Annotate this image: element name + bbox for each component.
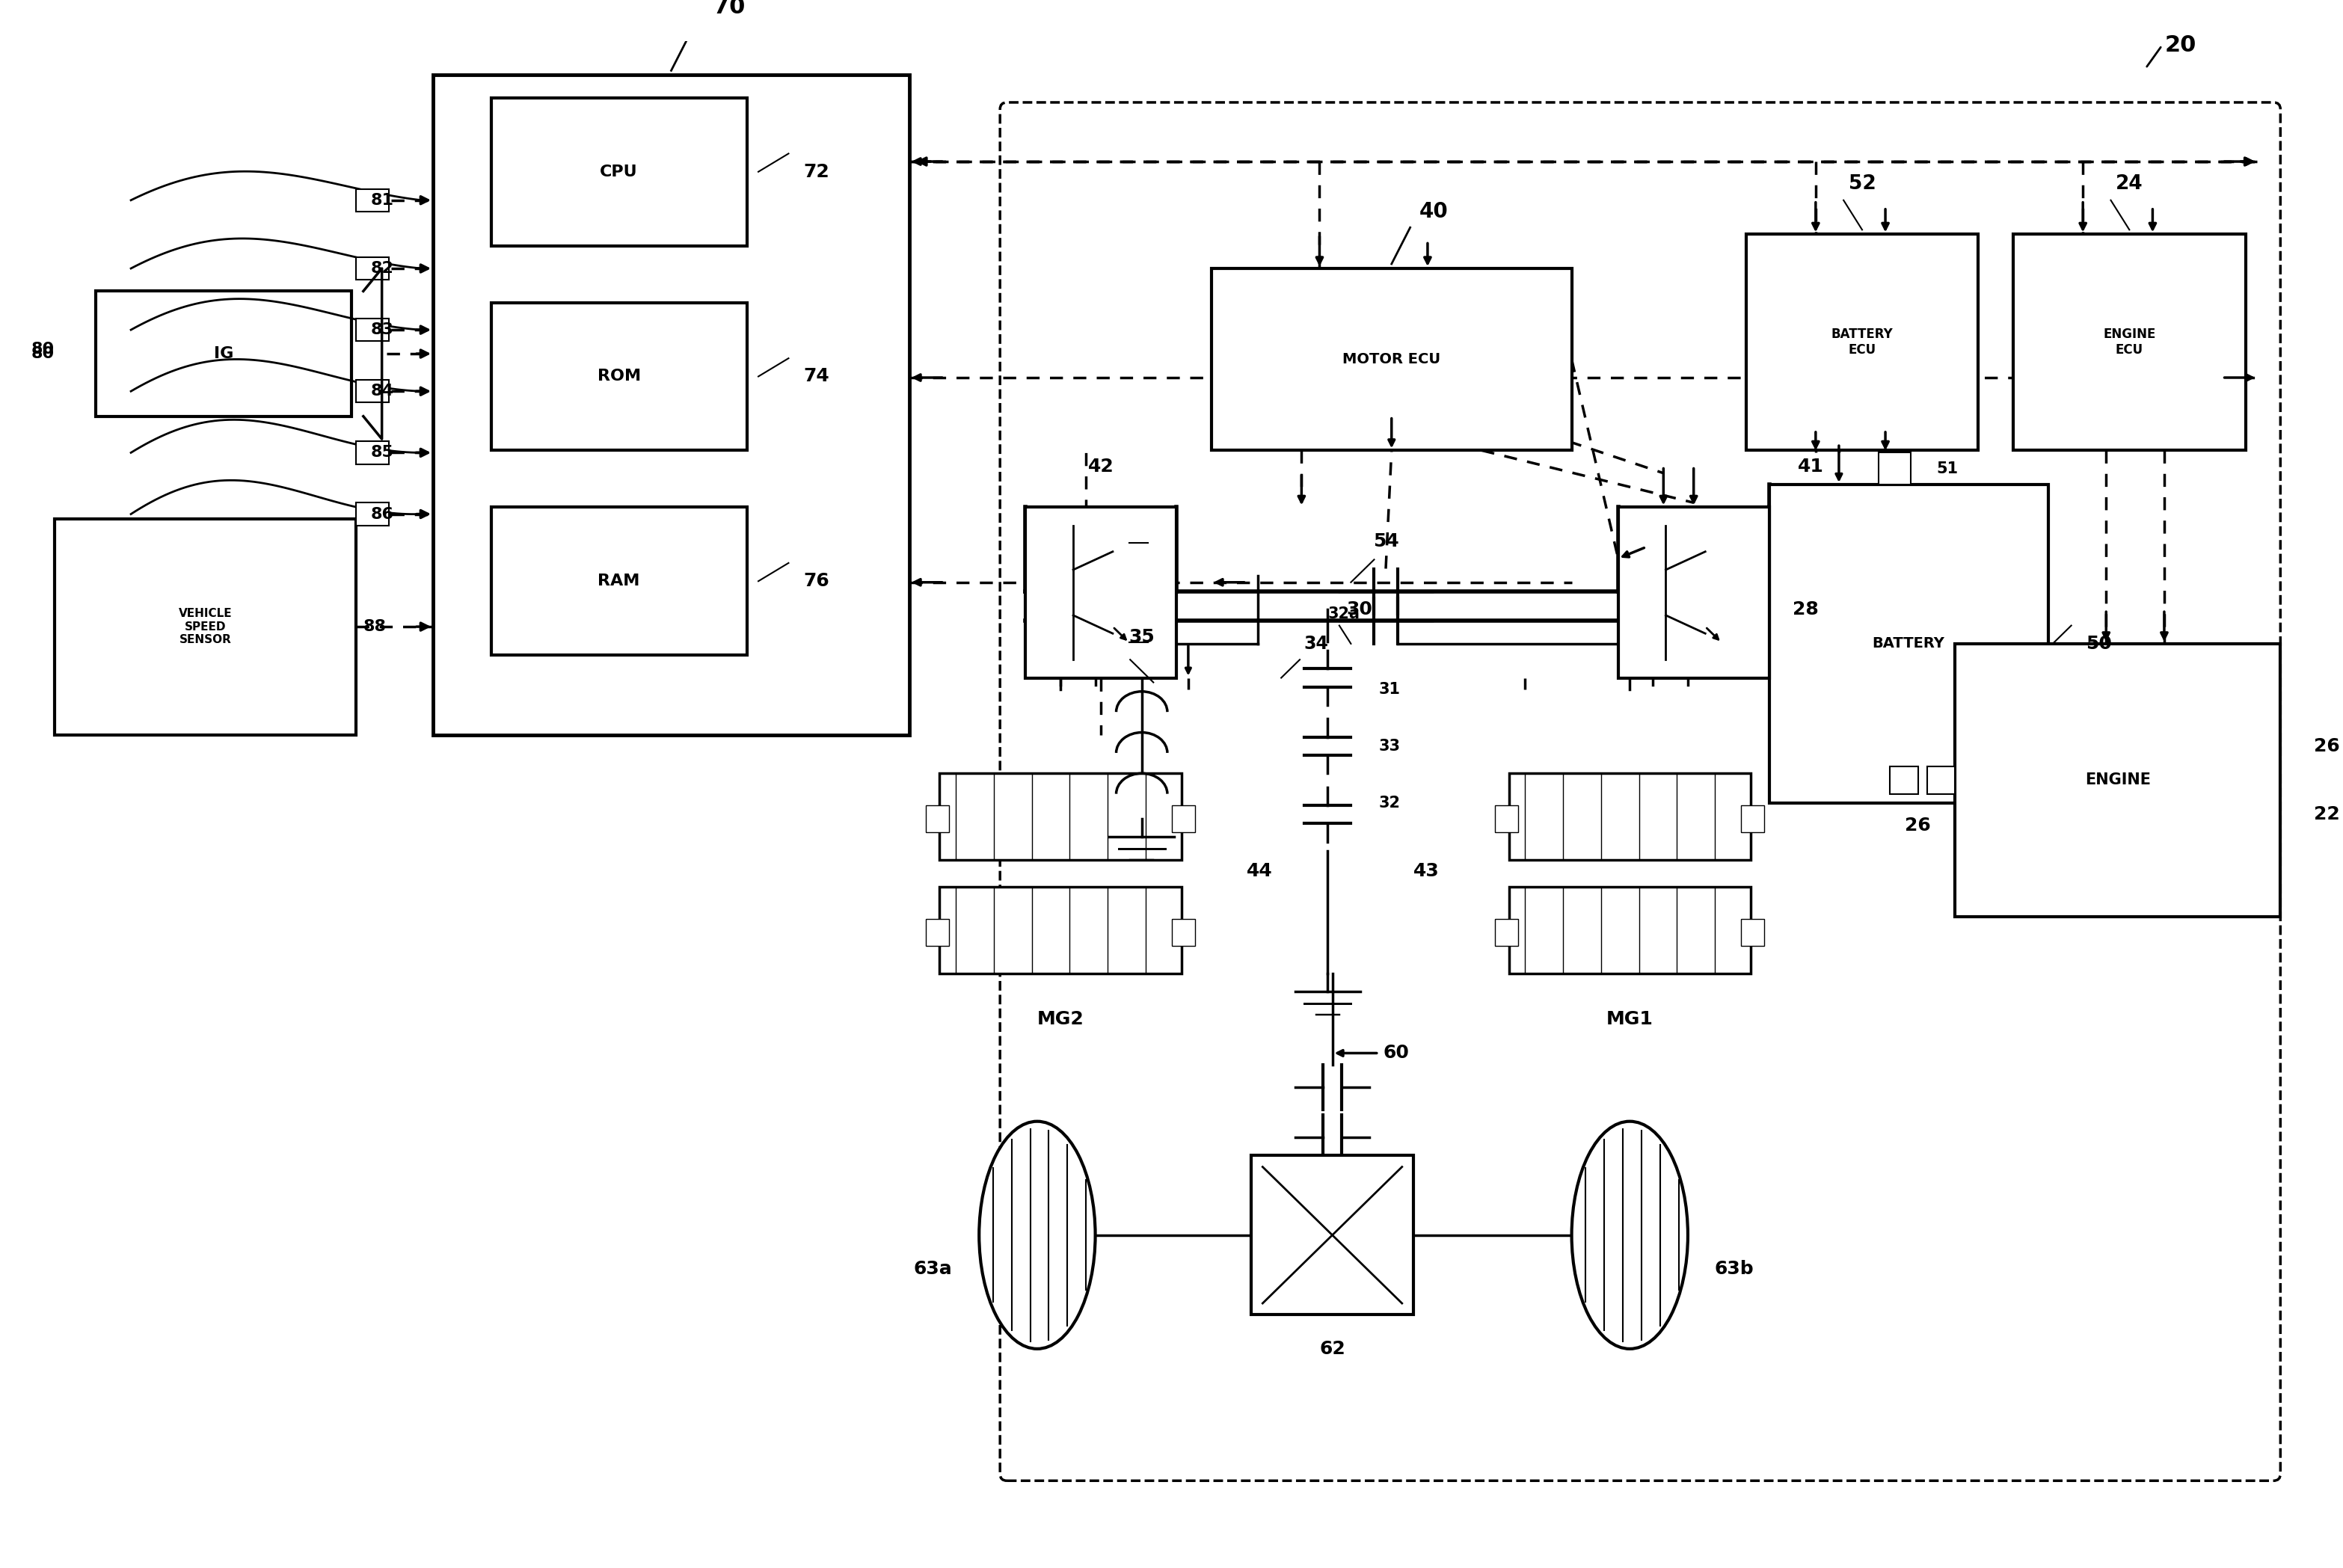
Bar — [1172, 919, 1195, 946]
Bar — [356, 503, 389, 525]
Text: BATTERY
ECU: BATTERY ECU — [1832, 328, 1893, 358]
Bar — [492, 97, 747, 246]
Bar — [96, 292, 351, 416]
Text: 24: 24 — [2116, 174, 2144, 194]
Text: 51: 51 — [1938, 461, 1959, 477]
Text: 50: 50 — [2085, 635, 2111, 652]
Text: 31: 31 — [1378, 682, 1401, 696]
Bar — [1769, 485, 2048, 803]
Text: 82: 82 — [370, 260, 394, 276]
Text: RAM: RAM — [597, 574, 640, 588]
Text: MG2: MG2 — [1038, 1010, 1085, 1029]
Text: 33: 33 — [1378, 739, 1401, 754]
Bar — [925, 806, 949, 833]
Text: 60: 60 — [1382, 1044, 1410, 1062]
Bar — [1495, 919, 1518, 946]
Bar — [1746, 234, 1977, 450]
Text: 62: 62 — [1319, 1339, 1345, 1358]
Text: 30: 30 — [1347, 601, 1373, 619]
Text: 81: 81 — [370, 193, 394, 207]
Text: 80: 80 — [30, 347, 54, 361]
Ellipse shape — [1572, 1121, 1687, 1348]
Bar — [1891, 767, 1919, 793]
Bar — [1172, 806, 1195, 833]
Bar — [492, 303, 747, 450]
Text: 84: 84 — [370, 384, 394, 398]
Text: ENGINE
ECU: ENGINE ECU — [2104, 328, 2156, 358]
Bar — [1954, 644, 2280, 917]
Bar — [356, 318, 389, 342]
Bar — [1026, 508, 1176, 677]
Text: MG1: MG1 — [1607, 1010, 1654, 1029]
Text: 76: 76 — [804, 572, 829, 590]
Text: ROM: ROM — [597, 368, 640, 384]
Text: 20: 20 — [2165, 34, 2195, 56]
Bar — [1251, 1156, 1413, 1314]
Text: 43: 43 — [1413, 862, 1439, 880]
Bar — [1619, 508, 1769, 677]
Bar — [492, 508, 747, 655]
Text: 85: 85 — [370, 445, 394, 459]
Bar — [356, 379, 389, 403]
Bar — [1211, 268, 1572, 450]
Text: 72: 72 — [804, 163, 829, 180]
Bar — [1879, 453, 1912, 485]
Text: 44: 44 — [1246, 862, 1272, 880]
Text: IG: IG — [213, 347, 234, 361]
Bar — [54, 519, 356, 735]
Bar — [1741, 806, 1764, 833]
Text: ENGINE: ENGINE — [2085, 773, 2151, 787]
Text: 28: 28 — [1792, 601, 1818, 619]
Text: 80: 80 — [30, 342, 54, 356]
Bar — [940, 887, 1181, 974]
Text: 32a: 32a — [1328, 607, 1359, 621]
Bar — [1509, 887, 1750, 974]
Text: 41: 41 — [1797, 458, 1825, 475]
Bar — [1509, 773, 1750, 859]
Bar — [356, 188, 389, 212]
Bar — [356, 441, 389, 464]
Text: 86: 86 — [370, 506, 394, 522]
Text: 63b: 63b — [1715, 1261, 1755, 1278]
Bar — [2013, 234, 2245, 450]
Text: 54: 54 — [1373, 533, 1399, 550]
Text: 52: 52 — [1849, 174, 1877, 194]
Text: 34: 34 — [1303, 635, 1328, 652]
Bar — [1741, 919, 1764, 946]
Text: 35: 35 — [1129, 627, 1155, 646]
Text: VEHICLE
SPEED
SENSOR: VEHICLE SPEED SENSOR — [178, 608, 232, 646]
Text: 70: 70 — [715, 0, 745, 17]
Text: 40: 40 — [1420, 201, 1448, 223]
Text: CPU: CPU — [600, 165, 637, 179]
Bar — [1495, 806, 1518, 833]
Bar — [356, 257, 389, 279]
Text: 32: 32 — [1378, 795, 1401, 811]
Text: 42: 42 — [1087, 458, 1113, 475]
Text: 83: 83 — [370, 323, 394, 337]
Bar — [925, 919, 949, 946]
Text: 63a: 63a — [914, 1261, 951, 1278]
Text: 74: 74 — [804, 367, 829, 386]
Ellipse shape — [979, 1121, 1094, 1348]
Text: 26: 26 — [2315, 737, 2341, 756]
Text: 26: 26 — [1905, 817, 1931, 834]
Text: 22: 22 — [2315, 806, 2341, 823]
Bar — [433, 75, 909, 735]
Text: BATTERY: BATTERY — [1872, 637, 1945, 651]
Text: MOTOR ECU: MOTOR ECU — [1343, 353, 1441, 367]
Bar — [1928, 767, 1954, 793]
Text: 88: 88 — [363, 619, 387, 633]
Bar — [940, 773, 1181, 859]
